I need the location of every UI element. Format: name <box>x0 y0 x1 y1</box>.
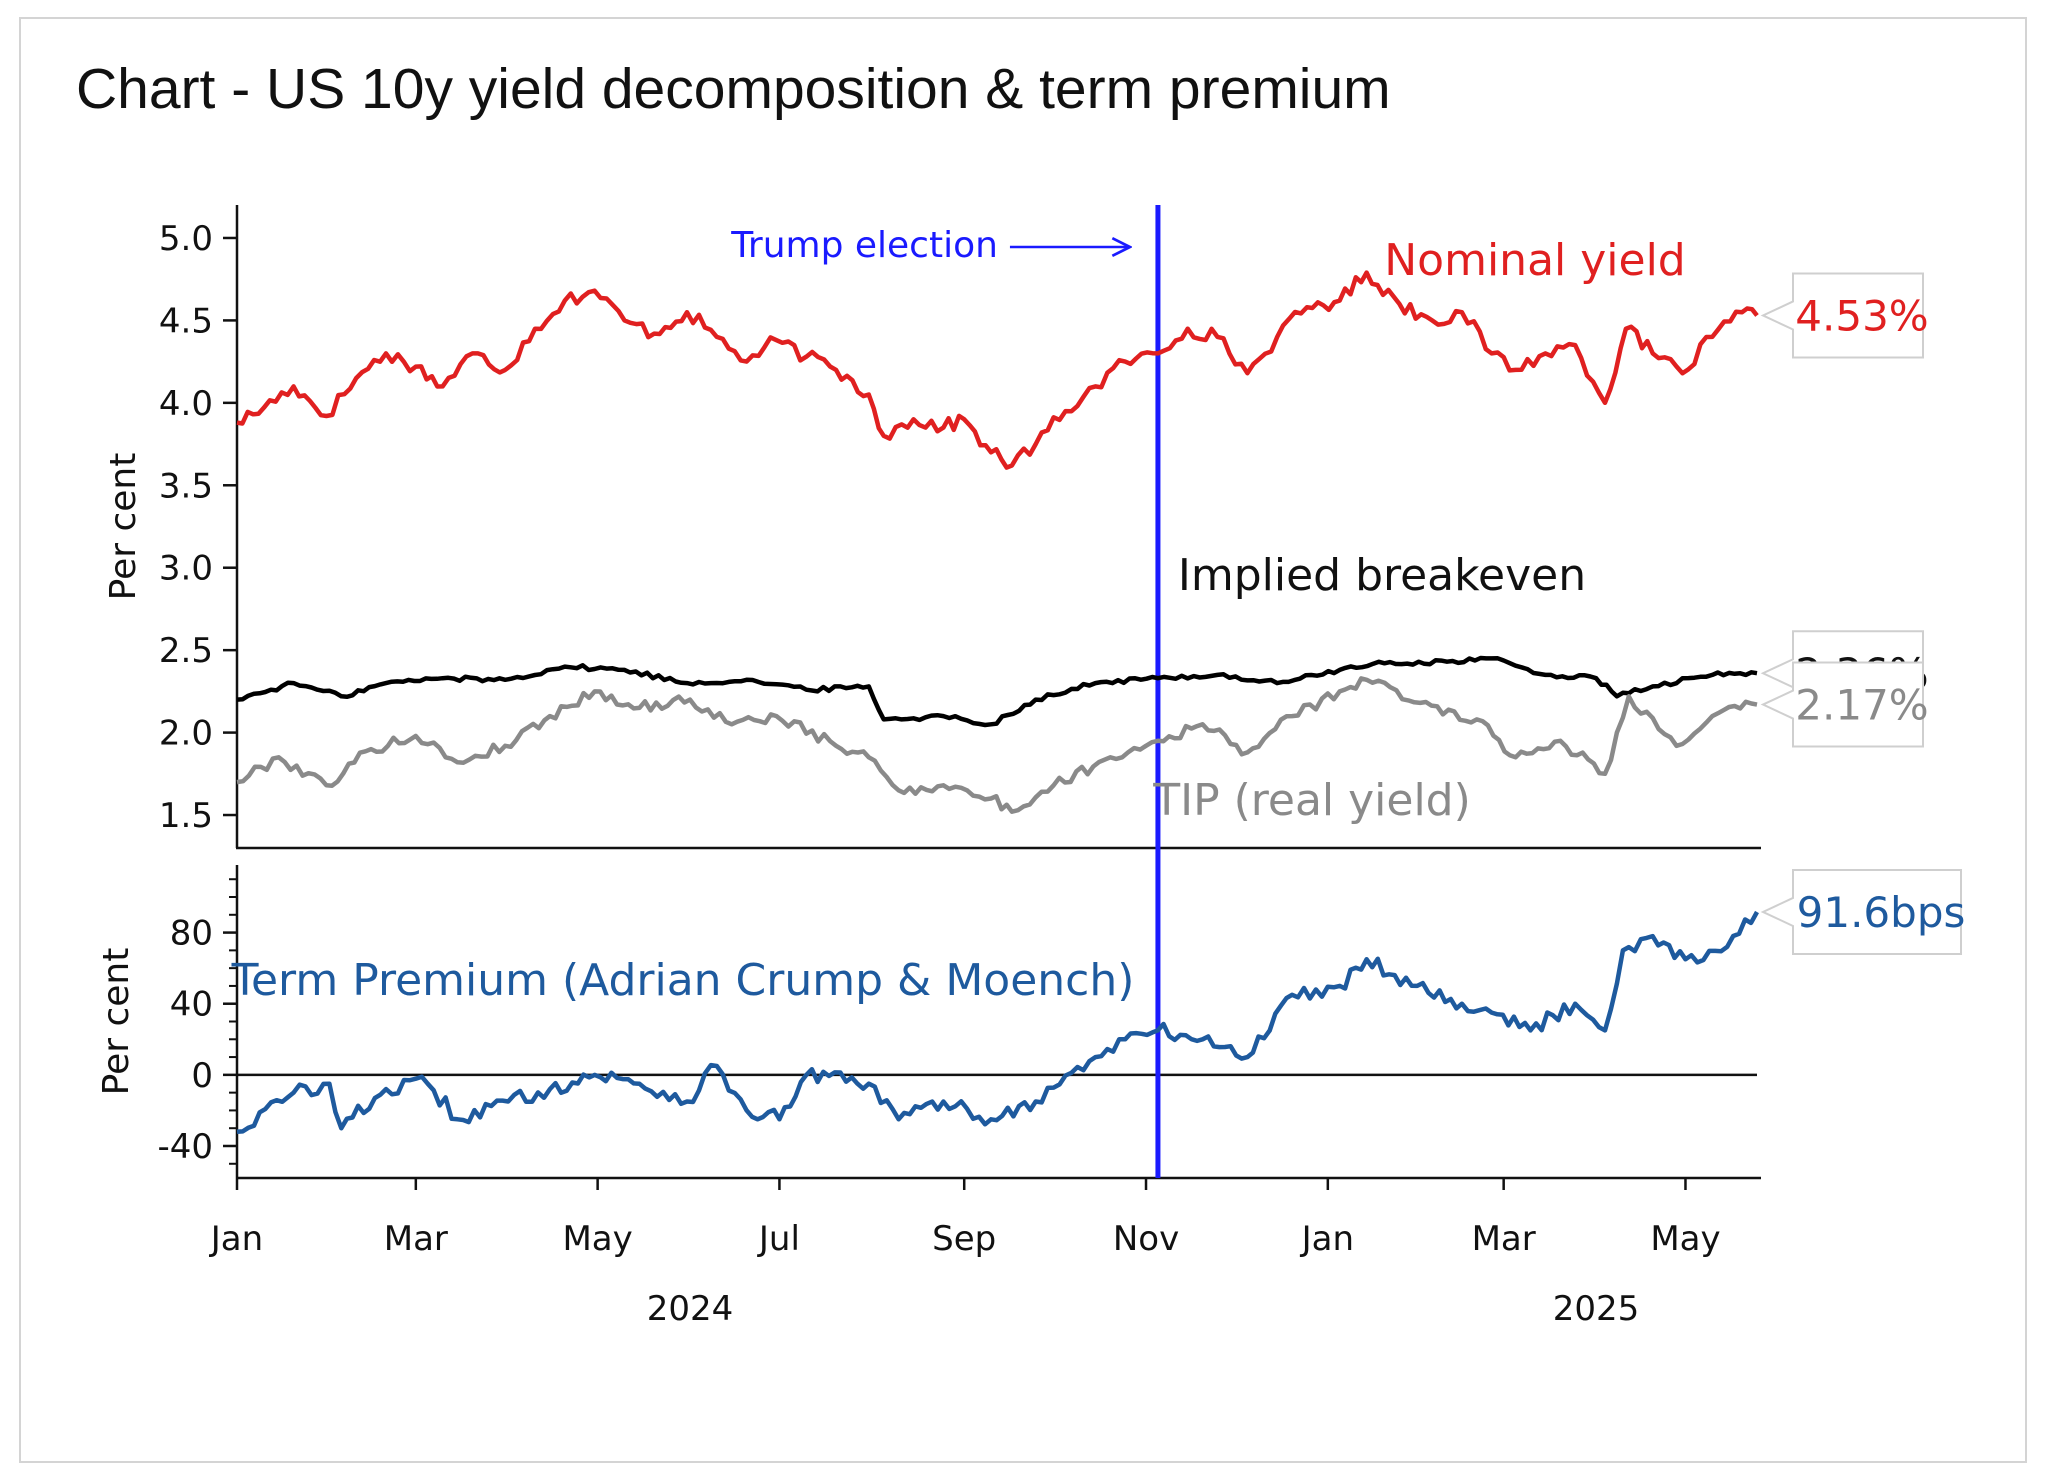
series-line-1 <box>236 655 1758 728</box>
y-axis-title-term-premium: Per cent <box>96 948 137 1096</box>
callout-box-3 <box>1760 868 1962 955</box>
axes-layer <box>223 205 1761 1190</box>
series-line-2 <box>236 676 1758 814</box>
y-tick-label: 3.5 <box>159 466 213 506</box>
y-tick-label: 4.0 <box>159 384 213 424</box>
y-tick-label: 4.5 <box>159 301 213 341</box>
y-tick-label: 3.0 <box>159 549 213 589</box>
y-tick-label: 1.5 <box>159 796 213 836</box>
chart-title: Chart - US 10y yield decomposition & ter… <box>76 57 1391 121</box>
x-tick-label: Jan <box>209 1219 263 1259</box>
callout-value-3: 91.6bps <box>1797 888 1966 937</box>
x-tick-label: Sep <box>932 1219 996 1259</box>
x-tick-label: Mar <box>1472 1219 1536 1259</box>
series-label-2: TIP (real yield) <box>1152 775 1471 826</box>
y-tick-label: 5.0 <box>159 219 213 259</box>
labels-layer: 5.0 4.5 4.0 3.5 3.0 2.5 2.0 1.5 Per cent 80 40 0 -40… <box>96 219 1965 1329</box>
chart-card <box>19 17 2027 1463</box>
callout-box-2 <box>1760 661 1924 748</box>
y-tick-label: 40 <box>170 985 213 1025</box>
y-axis-title-yields: Per cent <box>103 453 144 601</box>
y-tick-label: 2.5 <box>159 631 213 671</box>
y-tick-label: -40 <box>157 1127 213 1167</box>
series-layer <box>236 205 1759 1178</box>
election-annotation: Trump election <box>730 225 998 266</box>
callout-value-2: 2.17% <box>1795 681 1928 730</box>
y-tick-label: 2.0 <box>159 714 213 754</box>
callout-value-0: 4.53% <box>1795 291 1928 340</box>
x-tick-label: Mar <box>384 1219 448 1259</box>
series-line-0 <box>236 270 1759 470</box>
x-year-label: 2025 <box>1553 1289 1640 1329</box>
x-tick-label: May <box>1650 1219 1720 1259</box>
x-year-label: 2024 <box>647 1289 734 1329</box>
callout-box-0 <box>1760 272 1924 359</box>
x-tick-label: Jan <box>1300 1219 1354 1259</box>
x-tick-label: Nov <box>1113 1219 1179 1259</box>
series-line-3 <box>236 910 1759 1135</box>
series-label-1: Implied breakeven <box>1178 550 1586 601</box>
y-tick-label: 0 <box>191 1056 213 1096</box>
y-tick-label: 80 <box>170 914 213 954</box>
series-label-3: Term Premium (Adrian Crump & Moench) <box>231 955 1135 1006</box>
x-tick-label: May <box>562 1219 632 1259</box>
series-label-0: Nominal yield <box>1384 235 1685 286</box>
x-tick-label: Jul <box>757 1219 800 1259</box>
